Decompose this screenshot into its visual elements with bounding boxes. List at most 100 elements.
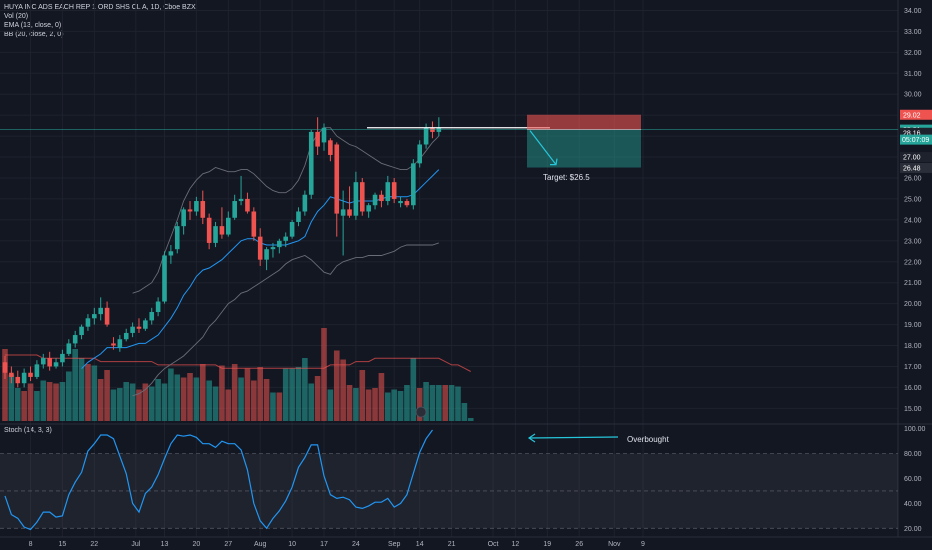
candle-body (34, 364, 40, 377)
volume-bar (219, 365, 225, 421)
earnings-marker-icon[interactable] (415, 406, 427, 418)
volume-bar (110, 389, 117, 421)
time-tick-label: Jul (131, 541, 140, 548)
candle-body (206, 217, 212, 243)
volume-bar (251, 380, 257, 421)
bollinger-legend[interactable]: BB (20, close, 2, 0) (4, 31, 64, 38)
candle-body (289, 221, 295, 237)
volume-legend[interactable]: Vol (20) (4, 13, 29, 20)
time-tick-label: 19 (543, 541, 551, 548)
candle-body (321, 127, 327, 143)
candle-body (9, 372, 14, 377)
candle-body (194, 201, 199, 212)
symbol-legend[interactable]: HUYA INC ADS EACH REP 1 ORD SHS CL A, 1D… (4, 4, 196, 11)
price-tick-label: 22.00 (904, 259, 922, 266)
candle-body (149, 312, 155, 321)
time-tick-label: Nov (608, 541, 621, 548)
volume-bar (308, 383, 315, 421)
volume-bar (314, 376, 321, 421)
candle-body (92, 314, 97, 319)
candle-body (379, 194, 384, 202)
target-price-tag (900, 127, 932, 138)
stoch-tick-label: 60.00 (904, 476, 922, 483)
time-tick-label: 26 (575, 541, 583, 548)
time-tick-label: Oct (488, 541, 499, 548)
volume-bar (410, 358, 417, 421)
time-tick-label: Aug (254, 541, 267, 548)
candle-body (21, 372, 27, 384)
candle-body (162, 255, 167, 302)
stochastic-legend[interactable]: Stoch (14, 3, 3) (4, 427, 52, 434)
candle-body (200, 201, 206, 218)
candle-body (334, 144, 340, 214)
volume-bar (117, 388, 123, 421)
bollinger-lower-line (132, 242, 439, 397)
stoch-tick-label: 100.00 (904, 426, 926, 433)
volume-bar (129, 383, 136, 421)
candle-body (168, 251, 174, 256)
target-label: Target: $26.5 (543, 173, 590, 182)
volume-bar (423, 382, 429, 421)
price-tick-label: 20.00 (904, 301, 922, 308)
volume-bar (180, 377, 187, 421)
candle-body (347, 209, 352, 216)
countdown-tag (900, 134, 932, 145)
candle-body (296, 211, 301, 222)
volume-bar (123, 382, 130, 421)
take-profit-zone (527, 129, 641, 168)
price-tick-label: 32.00 (904, 50, 922, 57)
grid (0, 0, 932, 538)
target-arrow (529, 130, 557, 165)
overbought-label: Overbought (627, 435, 670, 444)
volume-bar (161, 383, 168, 421)
volume-bar (327, 389, 334, 421)
candle-body (143, 320, 148, 329)
time-tick-label: 8 (29, 541, 33, 548)
candle-body (232, 201, 237, 218)
time-tick-label: Sep (388, 541, 401, 548)
volume-bar (53, 383, 59, 421)
volume-bar (282, 368, 289, 421)
volume-bar (168, 368, 174, 421)
volume-bar (416, 388, 423, 421)
candle-body (123, 332, 129, 340)
stoch-tick-label: 20.00 (904, 526, 922, 533)
candle-body (40, 358, 46, 365)
time-tick-label: 22 (90, 541, 98, 548)
target-price-tag-text: 28.16 (903, 130, 921, 137)
volume-bar (270, 392, 276, 421)
volume-bar (391, 389, 397, 421)
price-tick-label: 19.00 (904, 322, 922, 329)
candle-body (257, 236, 263, 260)
volume-bar (72, 349, 78, 421)
time-tick-label: 10 (288, 541, 296, 548)
time-tick-label: 12 (512, 541, 520, 548)
candle-body (251, 211, 257, 237)
volume-bar (225, 389, 232, 421)
volume-bar (78, 358, 85, 421)
candle-body (47, 358, 52, 367)
stop-price-tag (900, 109, 932, 120)
candle-body (79, 326, 84, 336)
volume-bar (353, 388, 359, 421)
countdown-tag-text: 05:07:09 (902, 137, 929, 144)
candle-body (111, 343, 116, 346)
volume-bar (59, 382, 66, 421)
candle-body (385, 182, 391, 202)
candle-body (398, 201, 403, 204)
volume-bar (155, 379, 161, 421)
candle-body (340, 209, 346, 216)
candle-body (359, 182, 365, 212)
price-tick-label: 21.00 (904, 280, 922, 287)
price-tick-label: 16.00 (904, 385, 922, 392)
candle-body (187, 209, 193, 212)
target-arrowhead (550, 158, 558, 166)
overbought-arrowhead (527, 433, 536, 443)
volume-bar (455, 386, 461, 421)
volume-bar (14, 388, 21, 421)
ema-legend[interactable]: EMA (13, close, 0) (4, 22, 62, 29)
candle-body (353, 182, 359, 216)
volume-bar (142, 383, 149, 421)
price-tick-label: 15.00 (904, 406, 922, 413)
